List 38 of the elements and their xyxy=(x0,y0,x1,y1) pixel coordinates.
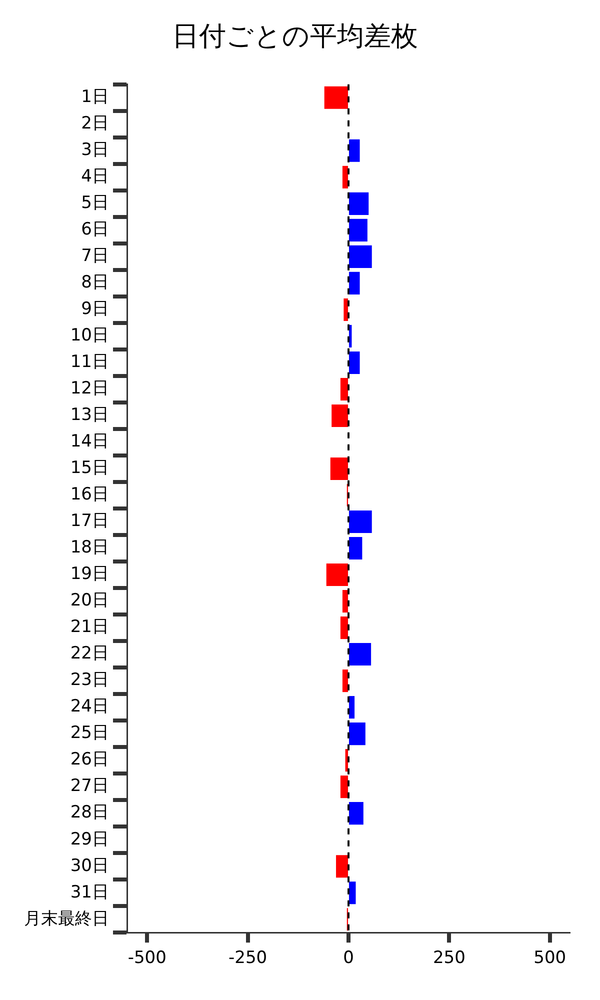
x-tick-label: -500 xyxy=(128,948,166,968)
y-tick-label: 16日 xyxy=(70,484,109,505)
y-tick-label: 29日 xyxy=(70,829,109,850)
y-tick-label: 21日 xyxy=(70,617,109,638)
y-tick-label: 27日 xyxy=(70,776,109,796)
y-tick-label: 2日 xyxy=(81,114,109,134)
y-tick-label: 18日 xyxy=(70,538,109,558)
y-tick-label: 5日 xyxy=(81,193,109,214)
x-tick-label: 500 xyxy=(534,948,566,968)
y-tick-label: 9日 xyxy=(81,299,109,320)
y-tick-label: 14日 xyxy=(70,432,109,452)
y-tick-label: 8日 xyxy=(81,272,109,293)
y-tick-label: 23日 xyxy=(70,670,109,690)
chart-title: 日付ごとの平均差枚 xyxy=(172,21,418,52)
y-tick-label: 3日 xyxy=(81,140,109,160)
y-tick-label: 24日 xyxy=(70,696,109,717)
y-tick-label: 11日 xyxy=(70,352,109,372)
y-tick-label: 10日 xyxy=(70,326,109,346)
y-tick-label: 28日 xyxy=(70,802,109,823)
y-tick-label: 7日 xyxy=(81,246,109,266)
y-tick-label: 12日 xyxy=(70,378,109,399)
x-tick-label: 0 xyxy=(343,948,354,968)
y-tick-label: 1日 xyxy=(81,87,109,108)
y-tick-label: 6日 xyxy=(81,220,109,240)
x-tick-label: -250 xyxy=(228,948,268,968)
y-tick-label: 31日 xyxy=(70,882,109,902)
y-tick-label: 15日 xyxy=(70,458,109,478)
y-tick-label: 30日 xyxy=(70,856,109,876)
y-tick-label: 17日 xyxy=(70,511,109,532)
y-tick-label: 22日 xyxy=(70,644,109,664)
y-tick-label: 19日 xyxy=(70,564,109,584)
y-tick-label: 4日 xyxy=(81,166,109,187)
y-tick-label: 月末最終日 xyxy=(24,908,109,929)
y-tick-label: 25日 xyxy=(70,723,109,744)
y-tick-label: 26日 xyxy=(70,750,109,770)
y-tick-label: 20日 xyxy=(70,590,109,611)
y-tick-label: 13日 xyxy=(70,405,109,426)
x-tick-label: 250 xyxy=(432,948,466,968)
